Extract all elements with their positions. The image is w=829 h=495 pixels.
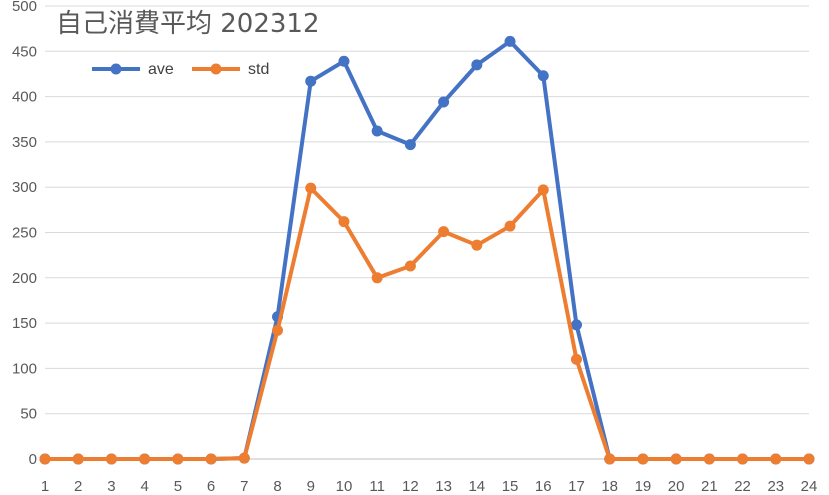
data-point-ave [570,319,582,331]
data-point-std [72,453,84,465]
x-tick-label: 11 [369,478,385,495]
x-tick-label: 22 [734,478,751,495]
data-point-std [604,453,616,465]
x-tick-label: 8 [273,478,281,495]
data-point-std [105,453,117,465]
x-tick-label: 3 [107,478,115,495]
y-tick-label: 250 [12,225,37,242]
x-tick-label: 21 [701,478,718,495]
data-point-std [504,220,516,232]
y-tick-label: 450 [12,43,37,60]
x-tick-label: 16 [535,478,552,495]
x-tick-label: 17 [568,478,585,495]
x-axis-ticks: 1 2 3 4 5 6 7 8 9 10 11 12 13 14 15 16 17 18 19 20 21 22 23 24 [41,478,818,495]
y-tick-label: 300 [12,179,37,196]
x-tick-label: 4 [140,478,148,495]
data-point-ave [537,70,549,82]
data-point-ave [338,55,350,67]
data-point-std [537,184,549,196]
data-point-std [272,324,284,336]
x-tick-label: 23 [767,478,784,495]
legend: ave std [92,61,269,78]
data-point-std [471,239,483,251]
legend-item-ave: ave [92,61,174,78]
data-point-std [172,453,184,465]
data-point-ave [371,125,383,137]
y-tick-label: 50 [20,406,37,423]
data-point-std [139,453,151,465]
data-point-std [703,453,715,465]
y-tick-label: 150 [12,315,37,332]
data-point-std [39,453,51,465]
x-tick-label: 10 [336,478,353,495]
x-tick-label: 9 [307,478,315,495]
x-tick-label: 1 [41,478,49,495]
legend-swatch-marker [210,63,222,75]
y-tick-label: 500 [12,0,37,15]
x-tick-label: 13 [435,478,452,495]
x-tick-label: 24 [801,478,818,495]
x-tick-label: 14 [468,478,485,495]
data-point-std [670,453,682,465]
y-axis-ticks: 0 50 100 150 200 250 300 350 400 450 500 [12,0,37,468]
data-point-ave [504,35,516,47]
legend-item-std: std [192,61,269,78]
data-point-std [803,453,815,465]
data-point-std [737,453,749,465]
x-tick-label: 6 [207,478,215,495]
data-point-std [371,272,383,284]
legend-label: ave [148,61,174,78]
data-point-ave [471,59,483,71]
y-tick-label: 200 [12,270,37,287]
y-tick-label: 400 [12,89,37,106]
x-tick-label: 7 [240,478,248,495]
data-point-ave [305,75,317,87]
chart-title: 自己消費平均 202312 [56,9,320,39]
series-std [39,182,815,465]
data-point-std [205,453,217,465]
y-tick-label: 100 [12,360,37,377]
series-layer [39,35,815,465]
gridlines [45,5,809,460]
y-tick-label: 350 [12,134,37,151]
data-point-std [338,216,350,228]
data-point-std [438,226,450,238]
legend-label: std [248,61,269,78]
x-tick-label: 15 [502,478,519,495]
data-point-ave [404,139,416,151]
data-point-ave [438,96,450,108]
data-point-std [770,453,782,465]
x-tick-label: 20 [668,478,685,495]
x-tick-label: 19 [635,478,652,495]
legend-swatch-marker [110,63,122,75]
x-tick-label: 12 [402,478,419,495]
series-line-std [43,186,811,461]
x-tick-label: 5 [174,478,182,495]
y-tick-label: 0 [29,451,37,468]
data-point-std [238,452,250,464]
data-point-std [305,182,317,194]
x-tick-label: 18 [601,478,618,495]
data-point-std [570,353,582,365]
x-tick-label: 2 [74,478,82,495]
data-point-std [404,260,416,272]
data-point-std [637,453,649,465]
